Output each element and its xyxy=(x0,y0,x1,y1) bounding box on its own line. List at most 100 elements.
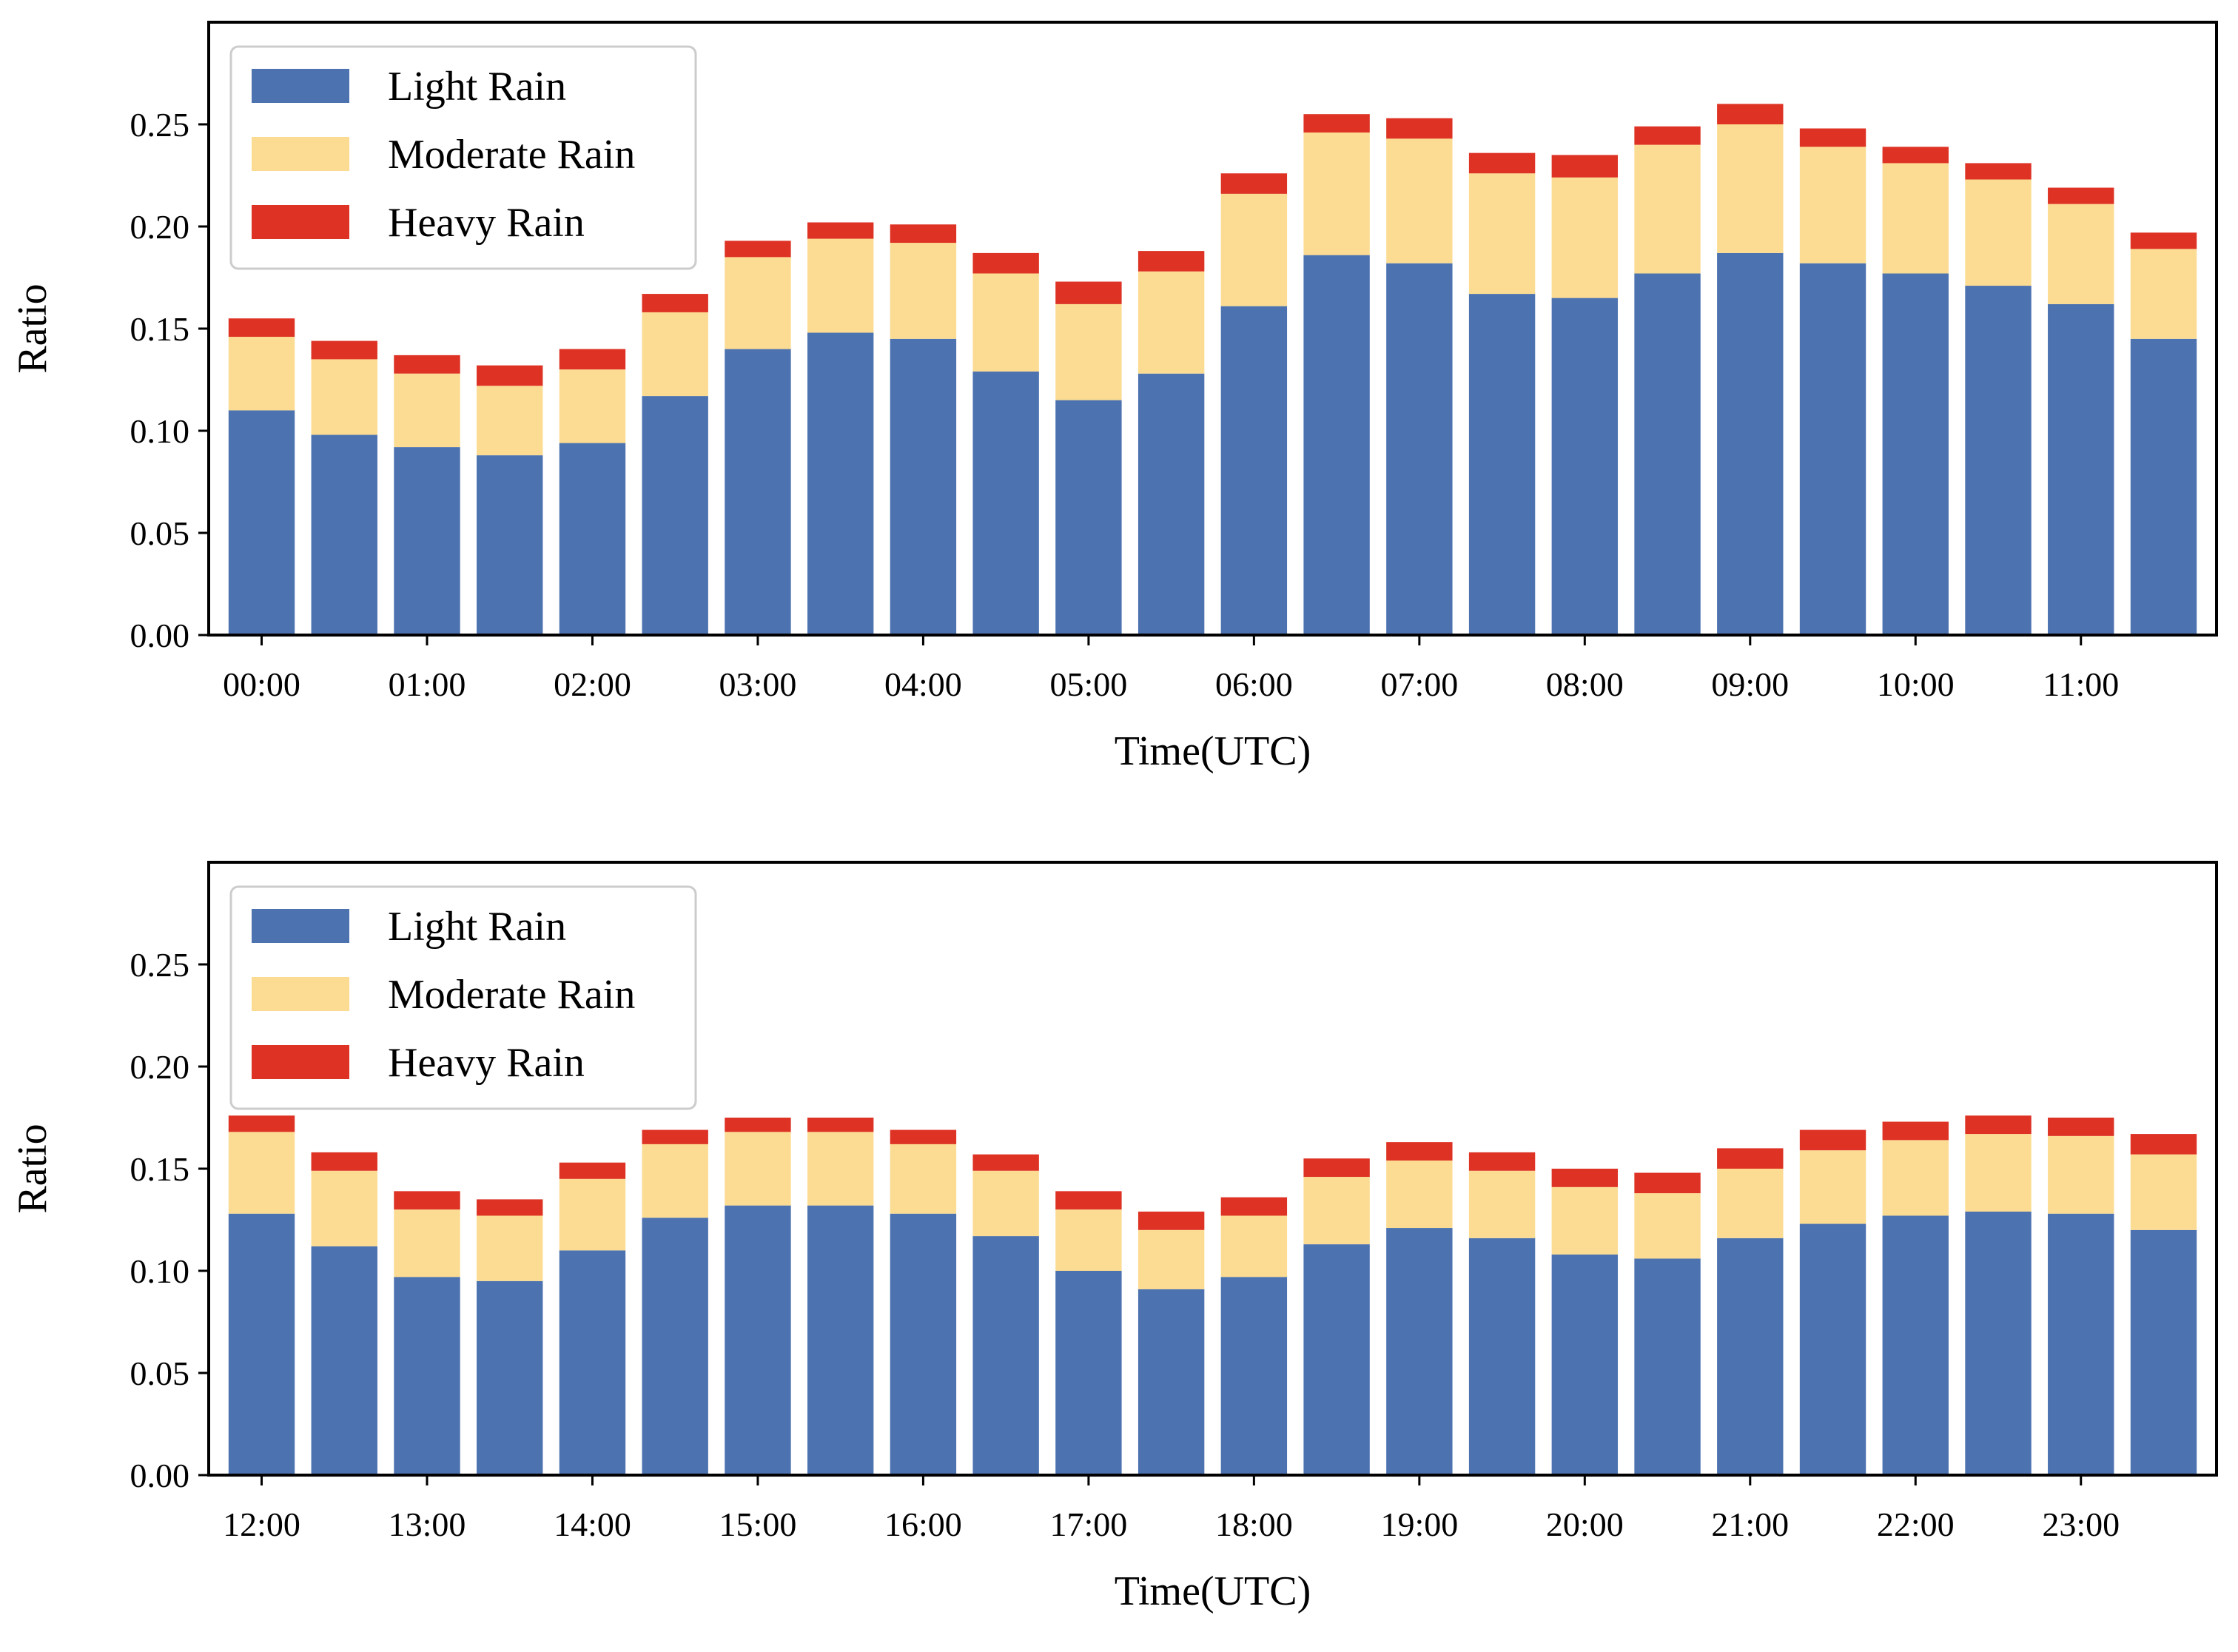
y-tick-label: 0.20 xyxy=(130,208,190,246)
bar-moderate-rain-11 xyxy=(1138,271,1205,374)
bar-heavy-rain-20 xyxy=(1882,1121,1949,1141)
bar-heavy-rain-3 xyxy=(477,1199,543,1216)
legend-swatch-light-rain xyxy=(252,909,349,943)
bar-heavy-rain-0 xyxy=(228,318,295,338)
bar-moderate-rain-15 xyxy=(1468,1170,1536,1238)
bar-moderate-rain-20 xyxy=(1882,163,1949,274)
bar-moderate-rain-3 xyxy=(477,386,543,456)
legend-label-heavy-rain: Heavy Rain xyxy=(388,200,585,246)
bar-light-rain-2 xyxy=(394,1277,460,1475)
bar-light-rain-9 xyxy=(972,371,1039,635)
bar-light-rain-17 xyxy=(1634,273,1701,635)
bar-light-rain-0 xyxy=(228,1213,295,1475)
bar-light-rain-4 xyxy=(559,1250,626,1475)
bar-light-rain-14 xyxy=(1386,1228,1453,1475)
legend-label-heavy-rain: Heavy Rain xyxy=(388,1040,585,1086)
bar-moderate-rain-15 xyxy=(1468,173,1536,295)
bar-moderate-rain-9 xyxy=(972,1170,1039,1237)
bar-moderate-rain-2 xyxy=(394,1209,460,1277)
x-tick-label: 02:00 xyxy=(554,665,631,703)
bar-light-rain-15 xyxy=(1468,1238,1536,1475)
x-tick-label: 07:00 xyxy=(1380,665,1458,703)
bar-moderate-rain-20 xyxy=(1882,1140,1949,1216)
bar-heavy-rain-2 xyxy=(394,355,460,374)
y-tick-label: 0.05 xyxy=(130,1354,190,1392)
bar-moderate-rain-8 xyxy=(890,1144,957,1214)
x-tick-label: 22:00 xyxy=(1877,1505,1955,1543)
bar-moderate-rain-14 xyxy=(1386,1160,1453,1229)
bar-moderate-rain-16 xyxy=(1551,177,1619,298)
bar-moderate-rain-3 xyxy=(477,1215,543,1281)
bar-light-rain-7 xyxy=(807,1205,874,1475)
x-tick-label: 09:00 xyxy=(1711,665,1789,703)
y-tick-label: 0.00 xyxy=(130,1457,190,1494)
legend-swatch-light-rain xyxy=(252,69,349,103)
bar-light-rain-3 xyxy=(477,455,543,635)
bar-light-rain-18 xyxy=(1717,252,1784,635)
bar-light-rain-6 xyxy=(725,1205,791,1475)
bar-moderate-rain-7 xyxy=(807,1132,874,1206)
bar-heavy-rain-3 xyxy=(477,365,543,386)
bar-heavy-rain-10 xyxy=(1055,1191,1122,1210)
bar-light-rain-1 xyxy=(311,434,377,635)
bar-light-rain-22 xyxy=(2048,1213,2114,1475)
bar-light-rain-16 xyxy=(1551,298,1619,635)
x-tick-label: 15:00 xyxy=(719,1505,797,1543)
x-tick-label: 11:00 xyxy=(2043,665,2119,703)
y-axis-label: Ratio xyxy=(10,283,56,373)
bar-moderate-rain-18 xyxy=(1717,124,1784,253)
bar-moderate-rain-17 xyxy=(1634,1193,1701,1259)
x-tick-label: 21:00 xyxy=(1711,1505,1789,1543)
x-tick-label: 00:00 xyxy=(223,665,300,703)
bar-heavy-rain-23 xyxy=(2130,232,2197,249)
bar-light-rain-11 xyxy=(1138,373,1205,635)
bar-moderate-rain-1 xyxy=(311,1170,377,1246)
bar-heavy-rain-11 xyxy=(1138,251,1205,272)
bar-light-rain-13 xyxy=(1303,1244,1370,1475)
bar-moderate-rain-1 xyxy=(311,359,377,435)
bar-light-rain-18 xyxy=(1717,1238,1784,1475)
bar-moderate-rain-6 xyxy=(725,257,791,349)
bar-heavy-rain-7 xyxy=(807,1118,874,1132)
bar-heavy-rain-1 xyxy=(311,340,377,360)
y-axis-label: Ratio xyxy=(10,1124,56,1213)
bar-light-rain-20 xyxy=(1882,1215,1949,1475)
bar-heavy-rain-16 xyxy=(1551,1169,1619,1187)
bar-moderate-rain-0 xyxy=(228,1132,295,1214)
bar-moderate-rain-4 xyxy=(559,369,626,443)
bar-heavy-rain-1 xyxy=(311,1152,377,1171)
y-tick-label: 0.25 xyxy=(130,106,190,144)
bar-light-rain-7 xyxy=(807,332,874,635)
bar-moderate-rain-5 xyxy=(642,312,708,397)
bar-heavy-rain-8 xyxy=(890,1129,957,1144)
bar-moderate-rain-12 xyxy=(1220,1215,1288,1277)
bar-moderate-rain-22 xyxy=(2048,204,2114,304)
bar-heavy-rain-14 xyxy=(1386,118,1453,139)
legend-swatch-heavy-rain xyxy=(252,205,349,239)
bar-heavy-rain-5 xyxy=(642,1129,708,1144)
x-tick-label: 23:00 xyxy=(2042,1505,2120,1543)
bottom-chart-panel: 0.00 0.05 0.10 0.15 0.20 0.25 12:00 13:00 14:00 1… xyxy=(10,861,2218,1614)
bar-moderate-rain-19 xyxy=(1799,147,1866,263)
bar-light-rain-10 xyxy=(1055,400,1122,635)
bar-moderate-rain-0 xyxy=(228,337,295,411)
legend-swatch-heavy-rain xyxy=(252,1045,349,1079)
bar-heavy-rain-19 xyxy=(1799,1129,1866,1151)
legend-label-light-rain: Light Rain xyxy=(388,64,566,110)
x-tick-label: 13:00 xyxy=(389,1505,466,1543)
bars xyxy=(228,1115,2197,1475)
bar-light-rain-21 xyxy=(1965,1211,2032,1475)
bar-heavy-rain-21 xyxy=(1965,163,2032,180)
x-tick-label: 05:00 xyxy=(1050,665,1128,703)
bar-light-rain-4 xyxy=(559,443,626,635)
bars xyxy=(228,104,2197,635)
bar-light-rain-8 xyxy=(890,1213,957,1475)
bar-heavy-rain-21 xyxy=(1965,1115,2032,1135)
bar-moderate-rain-4 xyxy=(559,1178,626,1251)
bar-heavy-rain-4 xyxy=(559,1162,626,1179)
bar-moderate-rain-17 xyxy=(1634,144,1701,274)
x-tick-label: 12:00 xyxy=(223,1505,300,1543)
bar-heavy-rain-13 xyxy=(1303,114,1370,133)
bar-moderate-rain-7 xyxy=(807,238,874,333)
